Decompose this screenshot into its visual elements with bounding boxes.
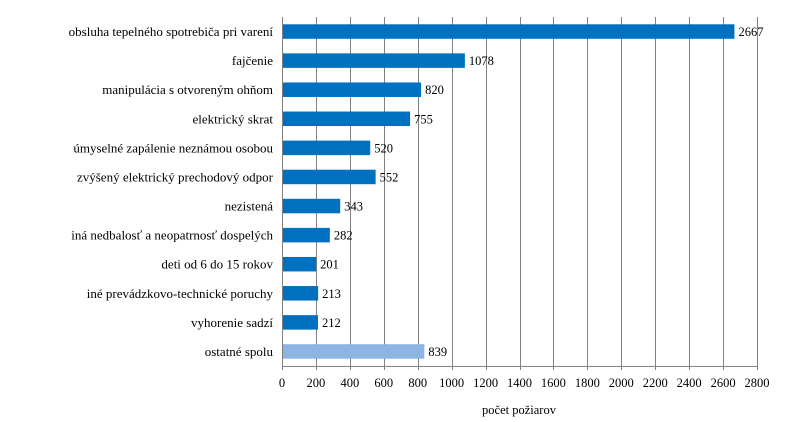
bar xyxy=(283,82,422,97)
bars xyxy=(283,24,735,359)
data-label: 839 xyxy=(428,345,447,359)
category-label: obsluha tepelného spotrebiča pri varení xyxy=(69,24,274,39)
category-label: iné prevádzkovo-technické poruchy xyxy=(87,286,274,301)
bar xyxy=(283,344,425,359)
category-label: nezistená xyxy=(225,199,274,214)
category-label: elektrický skrat xyxy=(193,111,274,126)
x-tick-label: 0 xyxy=(279,376,285,390)
data-label: 552 xyxy=(380,170,399,184)
category-label: manipulácia s otvoreným ohňom xyxy=(102,82,273,97)
x-tick-label: 600 xyxy=(374,376,393,390)
x-tick-label: 2600 xyxy=(711,376,736,390)
category-label: iná nedbalosť a neopatrnosť dospelých xyxy=(71,228,273,243)
data-label: 755 xyxy=(414,112,433,126)
x-tick-label: 1000 xyxy=(439,376,464,390)
bar xyxy=(283,286,319,301)
x-axis-title: počet požiarov xyxy=(482,403,557,417)
bar xyxy=(283,315,318,330)
category-label: úmyselné zapálenie neznámou osobou xyxy=(73,140,273,155)
x-tick-label: 2200 xyxy=(643,376,668,390)
data-label: 213 xyxy=(322,287,341,301)
category-label: ostatné spolu xyxy=(205,344,274,359)
axes: 0 200 400 600 800 1000 1200 1400 1600 1800 2000 220… xyxy=(279,17,770,390)
bar xyxy=(283,169,376,185)
x-tick-label: 400 xyxy=(340,376,359,390)
x-tick-label: 1600 xyxy=(541,376,566,390)
x-tick-label: 1400 xyxy=(507,376,532,390)
data-label: 520 xyxy=(374,141,393,155)
x-tick-label: 2800 xyxy=(745,376,770,390)
data-label: 1078 xyxy=(469,54,494,68)
bar xyxy=(283,227,330,243)
data-label: 212 xyxy=(322,316,341,330)
data-label: 282 xyxy=(334,229,353,243)
x-tick-label: 2400 xyxy=(677,376,702,390)
bar xyxy=(283,198,341,214)
data-label: 343 xyxy=(344,200,363,214)
x-tick-label: 2000 xyxy=(609,376,634,390)
x-tick-label: 1200 xyxy=(473,376,498,390)
labels: obsluha tepelného spotrebiča pri varení 2… xyxy=(69,24,764,359)
data-label: 2667 xyxy=(738,25,763,39)
category-label: fajčenie xyxy=(232,53,273,68)
x-tick-label: 1800 xyxy=(575,376,600,390)
bar xyxy=(283,256,317,272)
category-label: deti od 6 do 15 rokov xyxy=(161,257,273,272)
category-label: zvýšený elektrický prechodový odpor xyxy=(77,169,274,184)
bar xyxy=(283,140,371,156)
x-tick-label: 800 xyxy=(408,376,427,390)
bar xyxy=(283,24,735,39)
bar xyxy=(283,111,411,127)
bar xyxy=(283,53,465,68)
category-label: vyhorenie sadzí xyxy=(191,315,273,330)
data-label: 820 xyxy=(425,83,444,97)
x-tick-label: 200 xyxy=(307,376,326,390)
data-label: 201 xyxy=(320,258,339,272)
gridlines xyxy=(316,17,758,366)
